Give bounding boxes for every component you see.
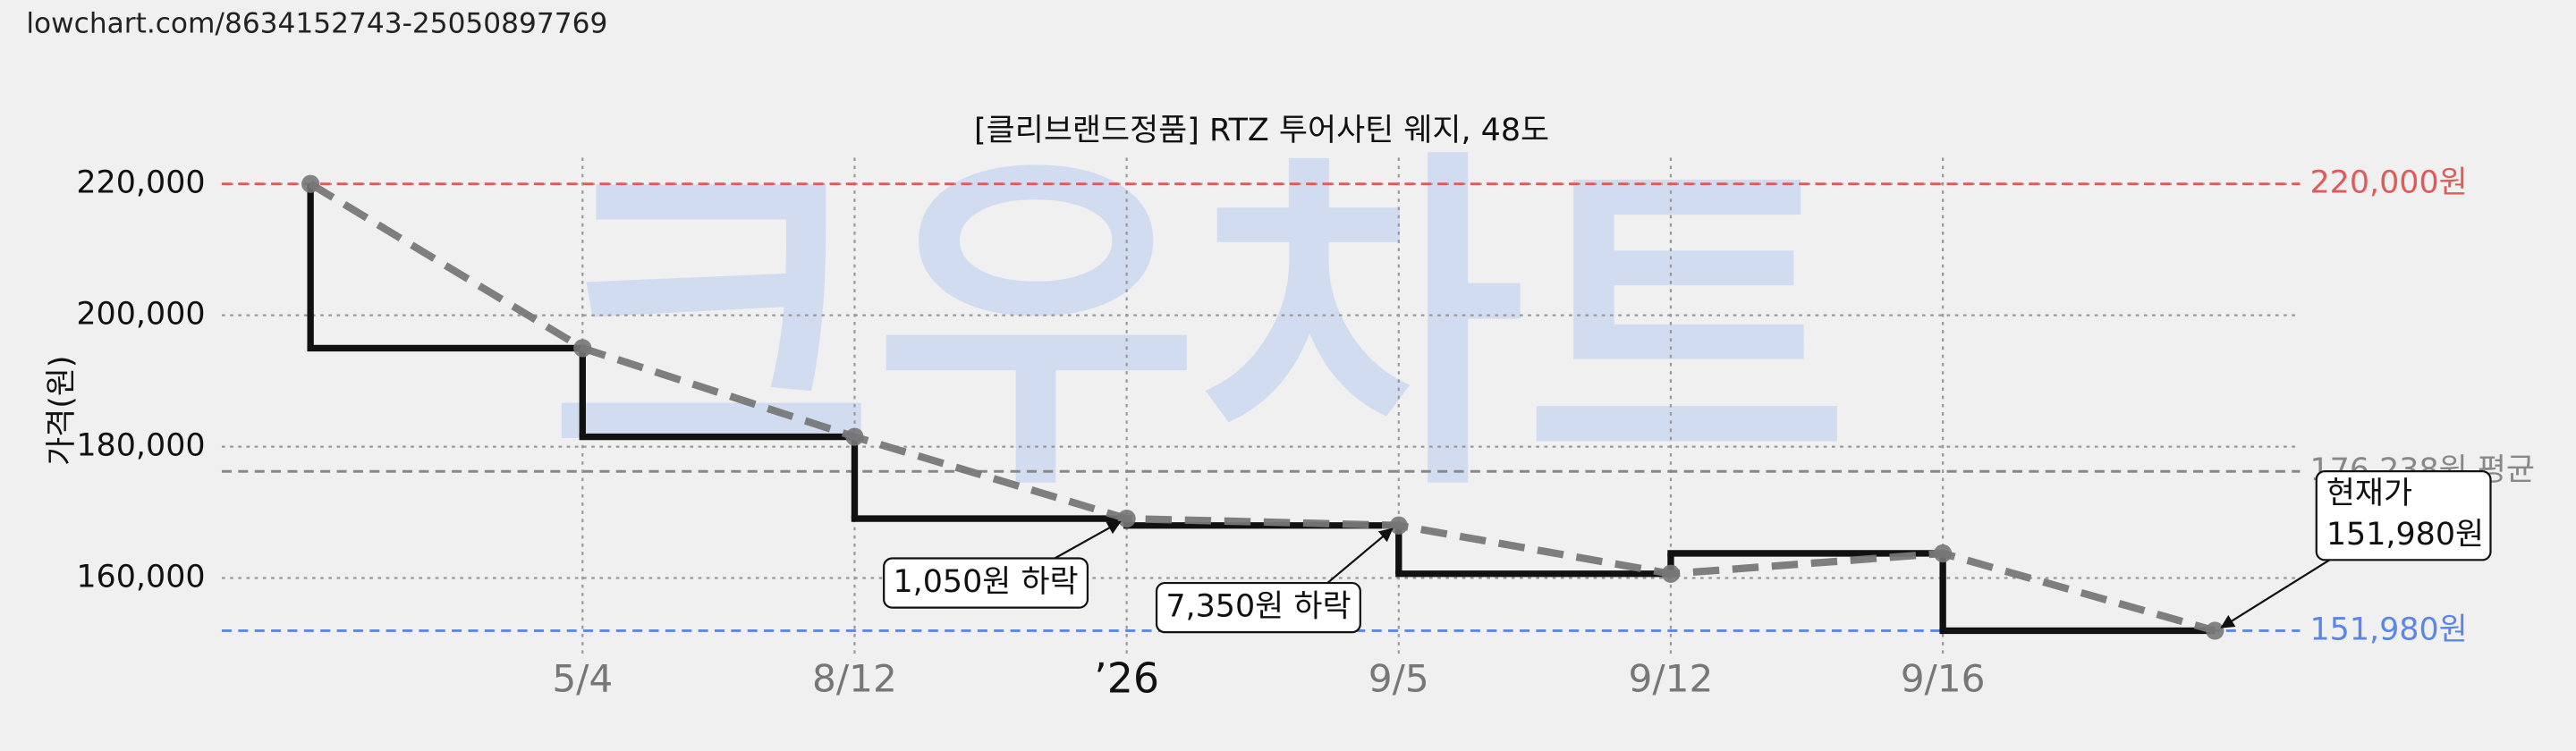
- y-tick-label: 200,000: [76, 297, 205, 333]
- point: [2206, 621, 2224, 640]
- annotation-arrow: [1054, 520, 1122, 560]
- annotation-text: 1,050원 하락: [893, 564, 1078, 600]
- annotation-box: [883, 557, 1089, 609]
- point: [1661, 564, 1681, 583]
- y-axis-label: 가격(원): [44, 355, 80, 465]
- annotation-text: 7,350원 하락: [1165, 589, 1351, 625]
- x-tick-label: 9/5: [1368, 657, 1429, 701]
- y-tick-label: 180,000: [76, 428, 205, 464]
- annotation-box: [2315, 470, 2492, 561]
- x-tick-label: 9/12: [1629, 657, 1714, 701]
- point: [573, 339, 592, 358]
- chart-title: [클리브랜드정품] RTZ 투어사틴 웨지, 48도: [974, 113, 1549, 148]
- annotation-text: 151,980원: [2326, 517, 2484, 553]
- y-tick-label: 160,000: [76, 560, 205, 595]
- trend-line: [309, 181, 2216, 635]
- reference-label: 151,980원: [2309, 612, 2467, 647]
- x-tick-label: 5/4: [552, 657, 613, 701]
- point: [301, 174, 320, 193]
- annotation-arrow: [1326, 527, 1394, 584]
- annotation-arrow: [2220, 559, 2331, 629]
- reference-label: 220,000원: [2309, 165, 2467, 201]
- point: [845, 427, 864, 446]
- url: lowchart.com/8634152743-25050897769: [26, 8, 607, 40]
- point: [1389, 516, 1408, 535]
- x-tick-label: 9/16: [1901, 657, 1986, 701]
- watermark: 크우차트: [549, 122, 1849, 534]
- x-tick-label: 8/12: [812, 657, 897, 701]
- y-tick-label: 220,000: [76, 165, 205, 201]
- annotation-text: 현재가: [2326, 476, 2412, 511]
- point: [1117, 509, 1136, 528]
- point: [1934, 544, 1953, 563]
- annotation-box: [1155, 581, 1361, 634]
- x-tick-label: ’26: [1094, 654, 1159, 703]
